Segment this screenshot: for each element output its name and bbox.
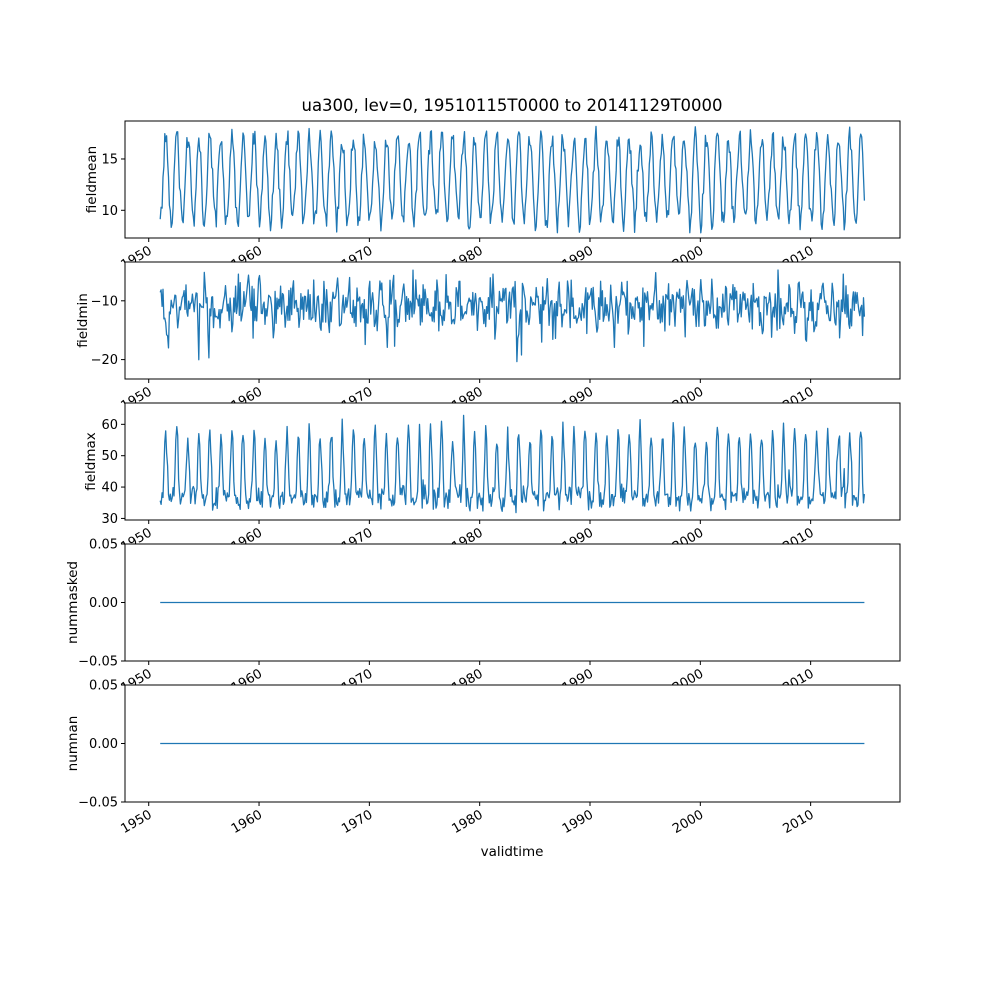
series-line-fieldmean	[159, 125, 866, 234]
y-tick-label: 60	[101, 418, 118, 433]
y-axis-label-fieldmin: fieldmin	[75, 293, 91, 348]
y-axis-label-fieldmean: fieldmean	[84, 146, 100, 213]
y-tick-label: −0.05	[78, 796, 118, 811]
x-tick-label: 2000	[670, 807, 706, 837]
y-tick-label: 0.05	[89, 538, 118, 553]
y-axis-label-fieldmax: fieldmax	[83, 432, 99, 491]
y-tick-label: −20	[91, 353, 118, 368]
y-tick-label: 10	[101, 204, 118, 219]
y-tick-label: 15	[101, 152, 118, 167]
x-tick-label: 1950	[119, 807, 155, 837]
y-tick-label: 0.00	[89, 737, 118, 752]
x-tick-label: 1960	[229, 807, 265, 837]
series-line-fieldmin	[159, 269, 866, 363]
y-tick-label: 30	[101, 512, 118, 527]
axes-frame	[124, 261, 901, 380]
y-axis-label-numnan: numnan	[65, 716, 81, 772]
x-tick-label: 1970	[339, 807, 375, 837]
y-tick-label: −0.05	[78, 655, 118, 670]
y-tick-label: −10	[91, 294, 118, 309]
x-tick-label: 1990	[560, 807, 596, 837]
x-tick-label: 1980	[450, 807, 486, 837]
y-axis-label-nummasked: nummasked	[65, 561, 81, 644]
y-tick-label: 0.00	[89, 596, 118, 611]
figure-title: ua300, lev=0, 19510115T0000 to 20141129T…	[301, 96, 722, 115]
y-tick-label: 40	[101, 481, 118, 496]
axes-frame	[124, 402, 901, 521]
axes-frame	[124, 120, 901, 239]
y-tick-label: 0.05	[89, 679, 118, 694]
x-tick-label: 2010	[780, 807, 816, 837]
x-axis-label: validtime	[481, 844, 544, 860]
y-tick-label: 50	[101, 449, 118, 464]
series-line-fieldmax	[159, 414, 866, 514]
